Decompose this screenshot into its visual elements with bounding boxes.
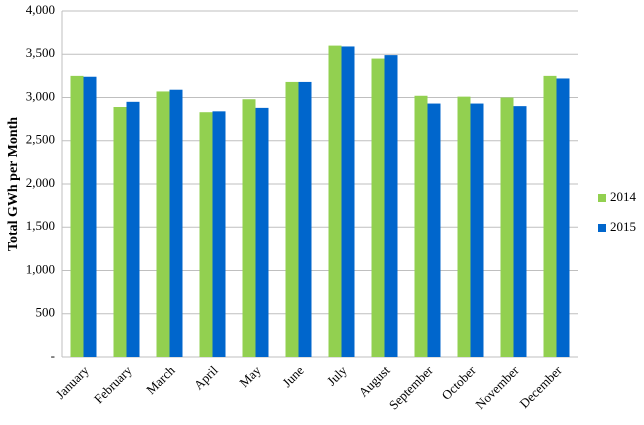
x-tick-label: November	[472, 362, 522, 412]
bar	[328, 45, 342, 357]
bar	[212, 111, 226, 357]
x-tick-label: July	[324, 362, 350, 388]
bar	[543, 75, 557, 357]
y-tick-label: 1,000	[26, 261, 55, 276]
bar	[427, 103, 441, 358]
legend-swatch	[598, 224, 606, 232]
bar	[83, 76, 97, 358]
bar	[113, 107, 127, 357]
x-tick-label: October	[439, 362, 480, 403]
x-tick-label: June	[279, 362, 307, 390]
bar	[513, 106, 527, 358]
bar	[255, 107, 269, 357]
legend-swatch	[598, 194, 606, 202]
bar	[371, 58, 385, 357]
legend-label: 2014	[610, 189, 637, 204]
legend-label: 2015	[610, 219, 636, 234]
bar	[285, 81, 299, 358]
bar	[341, 46, 355, 358]
bar	[414, 95, 428, 358]
y-tick-label: 500	[36, 305, 56, 320]
x-tick-label: December	[516, 362, 565, 411]
y-tick-label: 2,500	[26, 132, 55, 147]
y-tick-label: 1,500	[26, 218, 55, 233]
bar	[242, 99, 256, 357]
bar	[457, 96, 471, 357]
y-tick-label: 3,000	[26, 88, 55, 103]
x-tick-label: May	[236, 362, 264, 390]
bar	[156, 91, 170, 357]
y-axis-label: Total GWh per Month	[6, 117, 21, 251]
bar	[556, 78, 570, 357]
y-tick-label: 3,500	[26, 45, 55, 60]
y-tick-label: 2,000	[26, 175, 55, 190]
bar	[470, 103, 484, 358]
bar	[126, 101, 140, 357]
bar	[70, 75, 84, 357]
bar	[384, 55, 398, 358]
x-tick-label: August	[356, 362, 393, 399]
x-tick-label: January	[53, 362, 93, 402]
x-tick-label: February	[91, 362, 135, 406]
y-tick-label: -	[51, 348, 55, 363]
x-tick-label: March	[143, 362, 178, 397]
bar	[500, 97, 514, 357]
bar	[298, 81, 312, 358]
bar	[199, 112, 213, 357]
x-tick-label: September	[386, 362, 436, 412]
y-tick-label: 4,000	[26, 2, 55, 17]
x-tick-label: April	[191, 362, 221, 392]
bar	[169, 89, 183, 357]
